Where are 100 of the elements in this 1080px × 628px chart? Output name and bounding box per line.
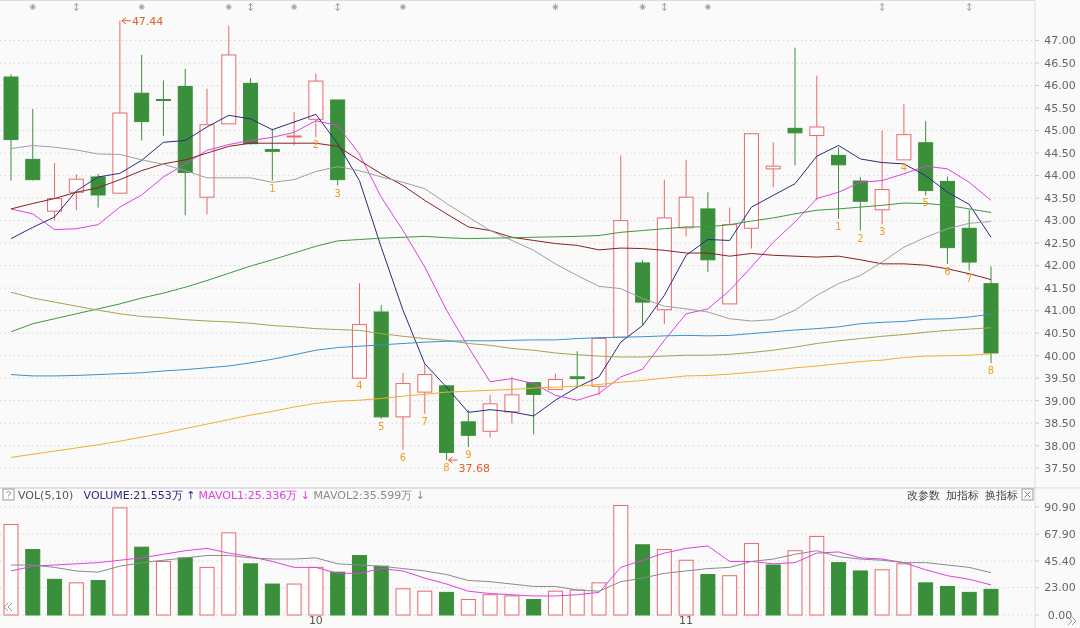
bar — [961, 591, 977, 616]
y-tick-label: 39.50 — [1044, 372, 1076, 386]
bar — [199, 566, 215, 616]
text: MAVOL2:35.599万 ↓ — [313, 488, 425, 502]
bar — [613, 505, 629, 616]
bar — [439, 591, 455, 616]
candlestick — [3, 73, 19, 182]
text: 5 — [378, 420, 385, 432]
bar — [569, 589, 585, 616]
bar — [351, 554, 367, 616]
annotation: 47.44 — [131, 14, 164, 28]
bar — [831, 562, 847, 616]
bar — [635, 544, 651, 616]
candlestick — [243, 77, 259, 145]
candlestick — [395, 372, 411, 451]
bar — [417, 590, 433, 616]
bar — [90, 579, 106, 616]
y-tick-label: 44.50 — [1044, 146, 1076, 160]
y-tick-label: 37.50 — [1044, 462, 1076, 476]
candlestick — [482, 394, 498, 439]
bar — [155, 560, 171, 616]
bar — [112, 507, 128, 616]
candlestick — [155, 80, 171, 137]
y-tick-label: 45.40 — [1044, 554, 1076, 568]
text: 9 — [465, 449, 472, 461]
bar — [47, 578, 63, 616]
bar — [526, 599, 542, 616]
y-tick-label: 42.50 — [1044, 236, 1076, 250]
text: 5 — [922, 197, 929, 209]
bar — [134, 546, 150, 616]
y-tick-label: 38.00 — [1044, 439, 1076, 453]
bar — [852, 570, 868, 616]
bar — [656, 549, 672, 616]
text: 7 — [421, 415, 428, 427]
candlestick — [787, 47, 803, 166]
y-tick-label: 45.00 — [1044, 124, 1076, 138]
y-tick-label: 90.90 — [1044, 500, 1076, 514]
candlestick — [134, 54, 150, 141]
y-tick-label: 46.50 — [1044, 56, 1076, 70]
y-tick-label: 67.90 — [1044, 528, 1076, 542]
text: 2 — [312, 139, 320, 151]
annotation: 换指标 — [985, 488, 1018, 502]
text: 2 — [857, 232, 864, 244]
bar — [330, 571, 346, 616]
bar — [373, 565, 389, 616]
candlestick — [264, 128, 280, 182]
text: 1 — [269, 182, 276, 194]
bar — [765, 564, 781, 616]
candlestick — [308, 72, 324, 138]
bar — [221, 532, 237, 616]
bar — [743, 543, 759, 616]
bar — [547, 590, 563, 616]
bar — [482, 594, 498, 616]
annotation: 改参数 — [907, 488, 940, 502]
bar — [177, 557, 193, 616]
candlestick — [286, 111, 302, 146]
bar — [918, 582, 934, 616]
bar — [395, 588, 411, 616]
candlestick — [656, 179, 672, 325]
x-tick-label: 11 — [679, 614, 694, 627]
candlestick — [177, 68, 193, 216]
annotation: 37.68 — [458, 462, 491, 476]
candlestick — [765, 141, 781, 188]
bar — [896, 563, 912, 616]
candlestick — [983, 266, 999, 364]
candlestick — [809, 75, 825, 201]
bar — [25, 549, 41, 616]
y-tick-label: 43.50 — [1044, 191, 1076, 205]
bar — [68, 582, 84, 616]
candlestick — [678, 159, 694, 237]
y-tick-label: 45.50 — [1044, 101, 1076, 115]
text: 7 — [966, 272, 973, 284]
candlestick — [874, 130, 890, 225]
bar — [3, 524, 19, 616]
y-tick-label: 40.00 — [1044, 349, 1076, 363]
y-tick-label: 38.50 — [1044, 417, 1076, 431]
y-tick-label: 43.00 — [1044, 214, 1076, 228]
text: 8 — [443, 462, 450, 474]
bar — [700, 574, 716, 616]
bar — [722, 575, 738, 616]
candlestick — [504, 376, 520, 425]
bar — [983, 588, 999, 616]
bar — [460, 599, 476, 616]
text: 6 — [399, 451, 407, 463]
bar — [286, 583, 302, 616]
x-tick-label: 10 — [308, 614, 323, 627]
text: 4 — [356, 380, 363, 392]
text: 3 — [334, 187, 341, 199]
annotation: 加指标 — [946, 488, 979, 502]
text: 4 — [900, 161, 908, 173]
line-series — [10, 142, 992, 281]
text: 6 — [944, 265, 951, 277]
bar — [874, 569, 890, 616]
text: 3 — [878, 226, 886, 238]
y-tick-label: 41.00 — [1044, 304, 1076, 318]
y-tick-label: 41.50 — [1044, 281, 1076, 295]
annotation: VOLUME:21.553万 ↑ — [83, 488, 196, 502]
bar — [939, 585, 955, 616]
y-tick-label: 23.00 — [1044, 581, 1076, 595]
candlestick — [199, 88, 215, 215]
